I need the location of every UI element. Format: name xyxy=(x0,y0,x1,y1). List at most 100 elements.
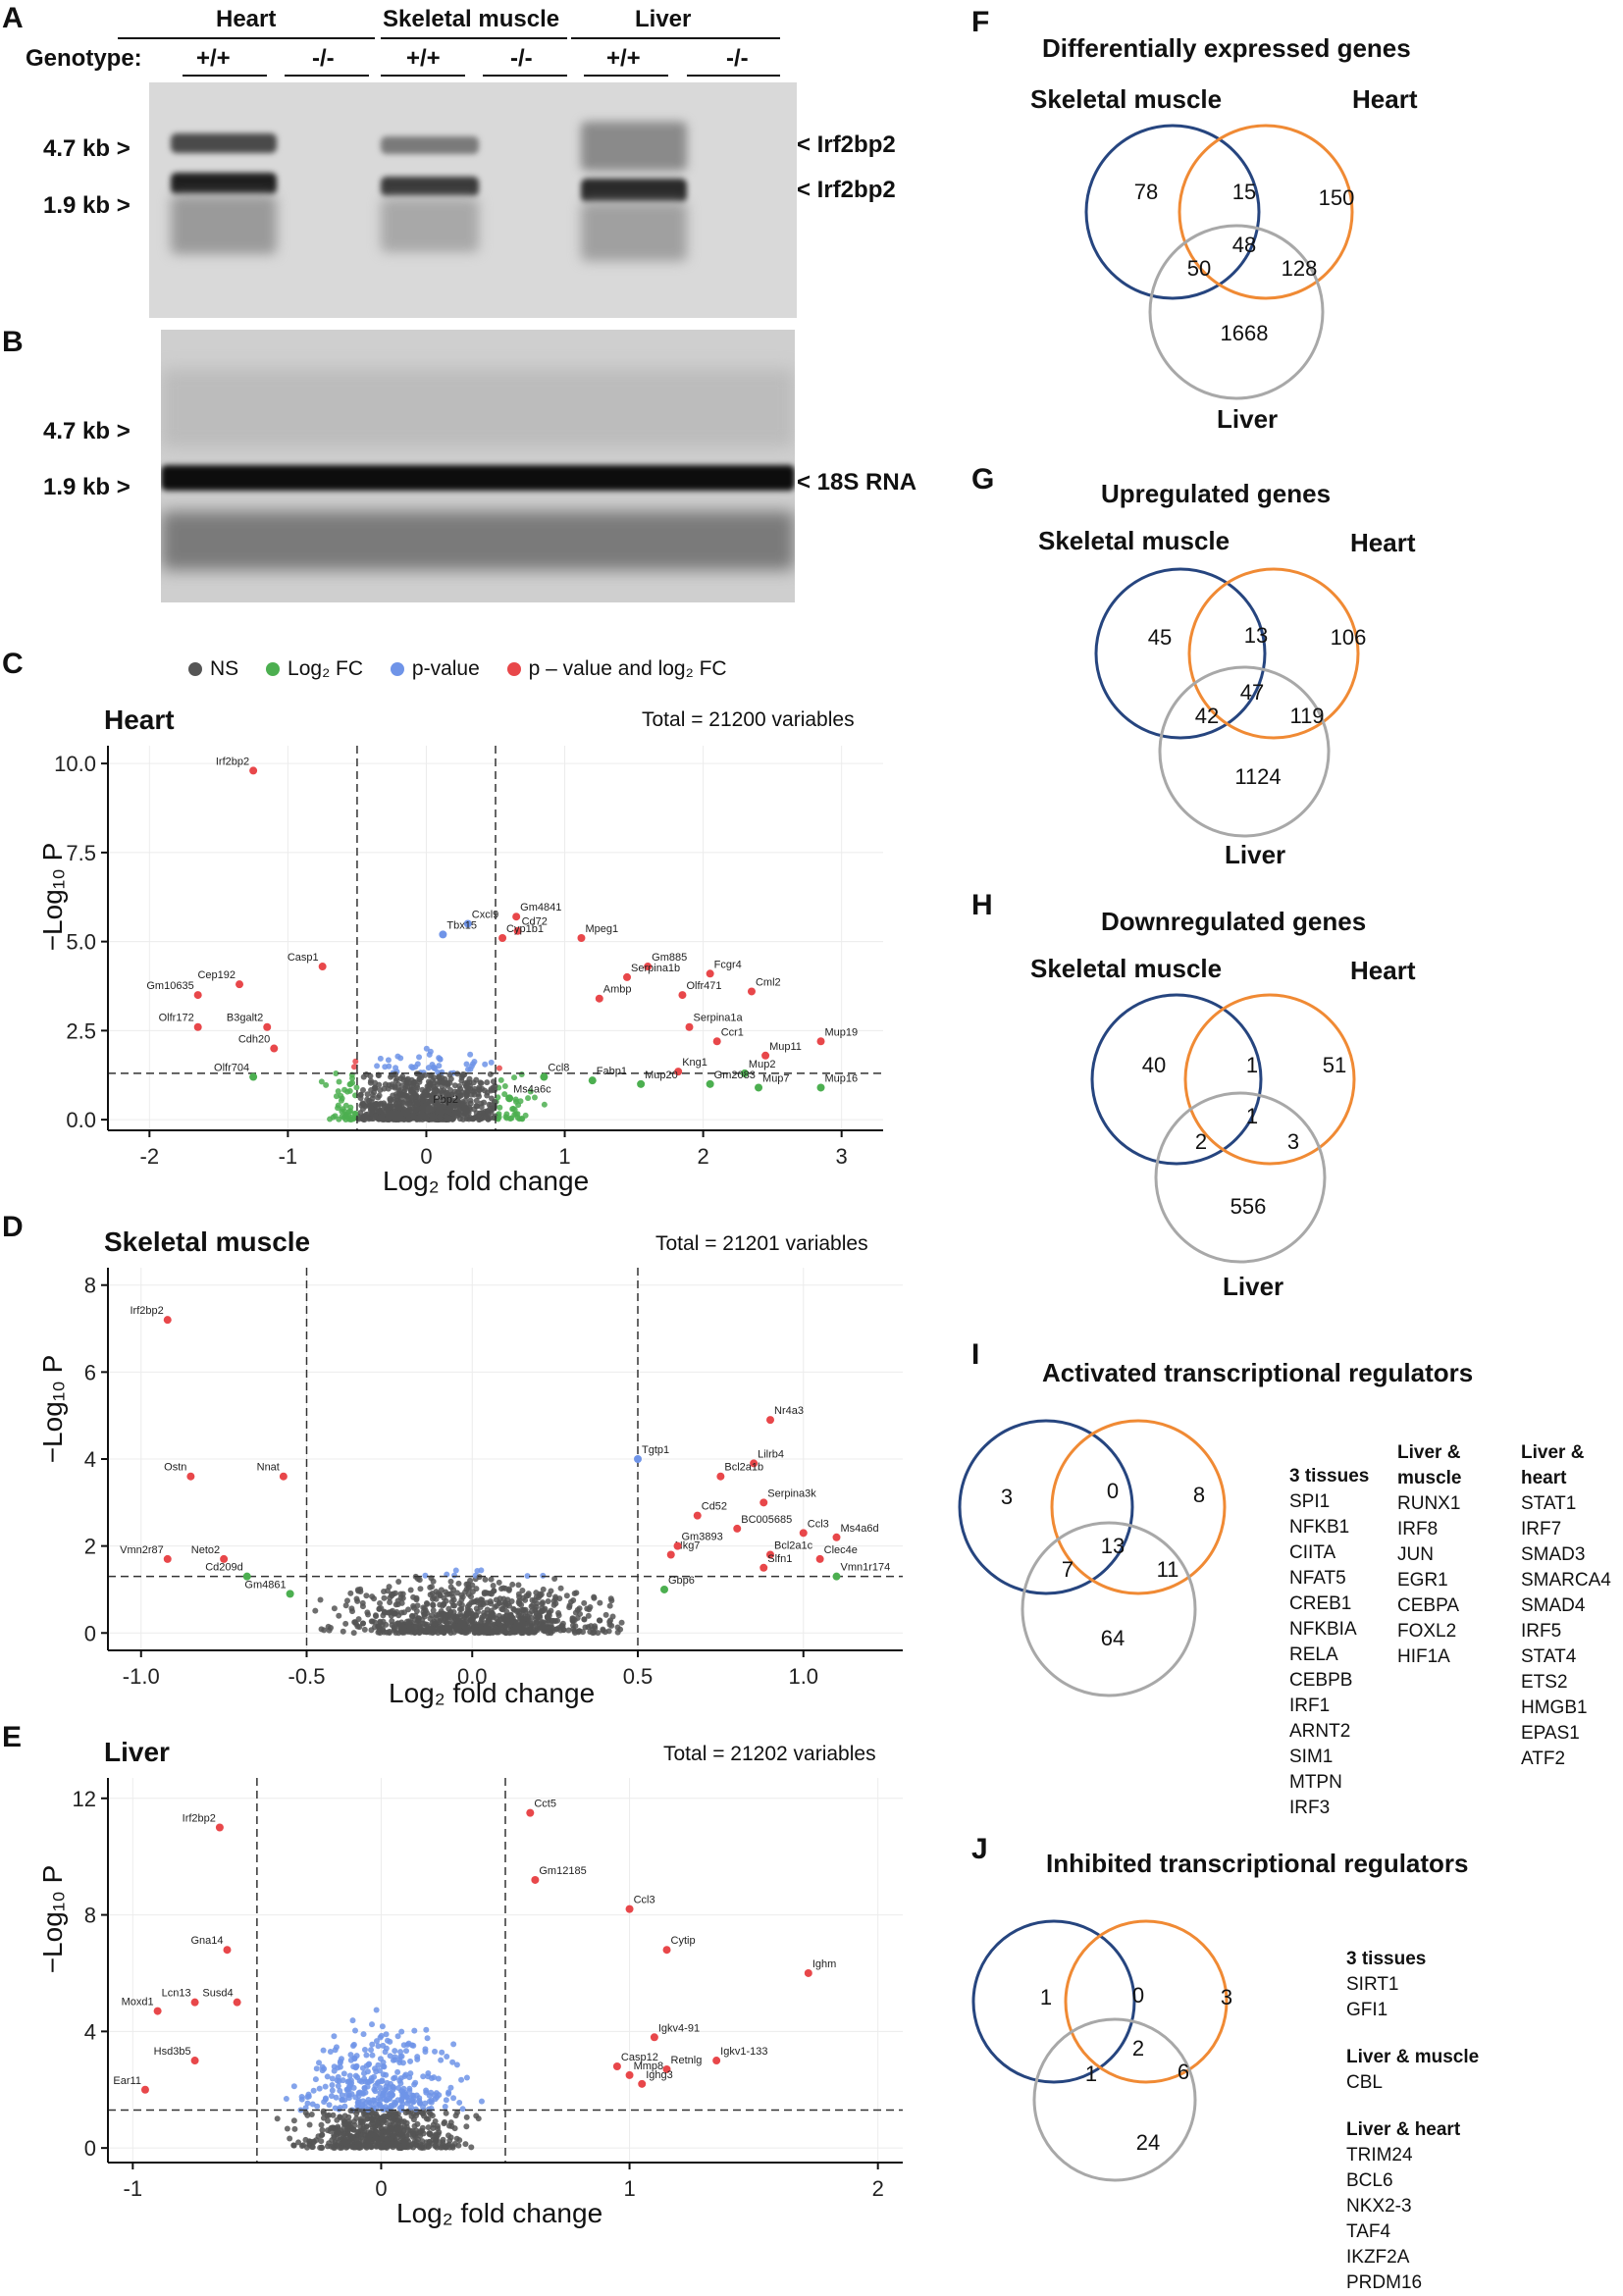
data-point xyxy=(395,1612,402,1619)
data-point xyxy=(496,1579,502,1586)
gene-label: Casp12 xyxy=(621,2052,658,2063)
data-point xyxy=(412,1093,419,1100)
gene-point xyxy=(223,1946,232,1955)
data-point xyxy=(420,2104,427,2111)
data-point xyxy=(484,1079,491,1086)
data-point xyxy=(431,1620,438,1627)
data-point xyxy=(302,2110,309,2116)
data-point xyxy=(488,1059,495,1066)
data-point xyxy=(335,2123,341,2130)
x-tick-label: 0.0 xyxy=(457,1664,488,1689)
gene-point xyxy=(759,1498,768,1507)
data-point xyxy=(560,1627,567,1634)
gene-point xyxy=(623,972,632,981)
data-point xyxy=(488,1102,495,1109)
data-point xyxy=(413,2113,420,2119)
venn-f-muscle-label: Skeletal muscle xyxy=(1030,84,1223,114)
data-point xyxy=(429,1584,436,1591)
regulator-gene: TAF4 xyxy=(1346,2221,1391,2242)
data-point xyxy=(416,1054,423,1061)
data-point xyxy=(352,2094,359,2101)
data-point xyxy=(443,1116,449,1122)
data-point xyxy=(426,1051,433,1058)
blot-band xyxy=(161,511,795,570)
data-point xyxy=(484,1092,491,1099)
data-point xyxy=(438,1587,445,1593)
gene-label: Gm3893 xyxy=(682,1532,723,1543)
venn-i-ml: 7 xyxy=(1061,1557,1074,1582)
data-point xyxy=(331,2134,338,2141)
gene-point xyxy=(662,2064,671,2073)
data-point xyxy=(323,1081,330,1088)
data-point xyxy=(482,1061,489,1068)
data-point xyxy=(377,2121,384,2128)
data-point xyxy=(481,1087,488,1094)
data-point xyxy=(363,2052,370,2059)
data-point xyxy=(559,1620,566,1627)
data-point xyxy=(353,2114,360,2121)
data-point xyxy=(376,1092,383,1099)
data-point xyxy=(383,2083,390,2090)
data-point xyxy=(339,2092,345,2099)
gene-point xyxy=(270,1044,279,1053)
data-point xyxy=(331,1605,338,1612)
data-point xyxy=(430,1093,437,1100)
data-point xyxy=(533,1590,540,1596)
venn-f-circles xyxy=(1084,124,1354,400)
data-point xyxy=(555,1612,562,1619)
data-point xyxy=(320,2110,327,2116)
data-point xyxy=(545,1617,551,1624)
data-point xyxy=(416,1629,423,1636)
band-label-18s: < 18S RNA xyxy=(797,469,917,496)
data-point xyxy=(442,2104,448,2111)
gene-label: Bcl2a1b xyxy=(724,1462,763,1474)
data-point xyxy=(337,2113,343,2120)
data-point xyxy=(346,1087,353,1094)
gene-point xyxy=(766,1416,774,1425)
data-point xyxy=(319,2126,326,2133)
data-point xyxy=(421,1094,428,1101)
data-point xyxy=(381,2063,388,2070)
data-point xyxy=(463,1061,470,1068)
genotype-wt-liver: +/+ xyxy=(606,45,641,72)
data-point xyxy=(374,1063,381,1070)
venn-g-l-only: 1124 xyxy=(1234,764,1282,789)
data-point xyxy=(315,2133,322,2140)
venn-i-l-only: 64 xyxy=(1100,1626,1126,1650)
data-point xyxy=(504,1596,511,1603)
gene-label: Ostn xyxy=(164,1462,186,1474)
data-point xyxy=(473,2113,480,2119)
tissue-heart-label: Heart xyxy=(216,6,277,32)
data-point xyxy=(393,2112,399,2118)
venn-j-m-only: 1 xyxy=(1039,1985,1053,2009)
panel-label-a: A xyxy=(2,2,24,34)
data-point xyxy=(389,1083,395,1090)
data-point xyxy=(290,2117,297,2124)
regulator-gene: IRF8 xyxy=(1397,1519,1439,1539)
data-point xyxy=(529,1602,536,1609)
data-point xyxy=(336,2130,342,2137)
gene-label: Mmp8 xyxy=(634,2061,664,2072)
gene-label: Vmn1r174 xyxy=(841,1562,891,1574)
panel-label-h: H xyxy=(971,889,993,921)
muscle-total: Total = 21201 variables xyxy=(655,1232,868,1255)
data-point xyxy=(415,1615,422,1622)
legend-pvalue-swatch xyxy=(390,662,404,676)
panel-label-g: G xyxy=(971,463,995,496)
venn-h-muscle-label: Skeletal muscle xyxy=(1030,954,1223,983)
data-point xyxy=(445,1091,451,1098)
data-point xyxy=(462,2141,469,2148)
data-point xyxy=(337,2060,343,2066)
gene-label: Tbx15 xyxy=(446,919,477,931)
data-point xyxy=(384,1629,391,1636)
data-point xyxy=(444,1620,450,1627)
data-point xyxy=(363,1070,370,1077)
data-point xyxy=(359,2107,366,2113)
panel-label-j: J xyxy=(971,1833,988,1865)
data-point xyxy=(607,1617,614,1624)
data-point xyxy=(444,2053,450,2060)
regulator-gene: SMAD4 xyxy=(1521,1595,1586,1616)
data-point xyxy=(426,2138,433,2145)
size-marker-a-bottom: 1.9 kb > xyxy=(43,192,131,219)
data-point xyxy=(376,1101,383,1108)
